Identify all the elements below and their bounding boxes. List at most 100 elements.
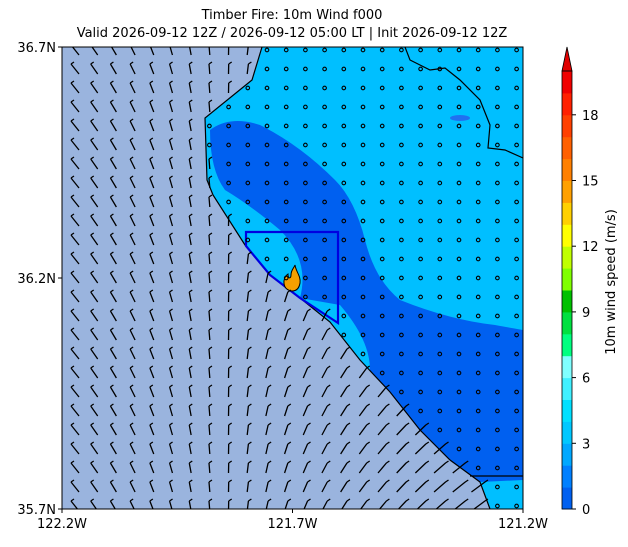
calm-marker [418, 256, 423, 262]
calm-marker [379, 275, 385, 281]
wind-barb [149, 441, 155, 455]
calm-marker [475, 199, 481, 205]
calm-marker [418, 237, 423, 243]
wind-barb [149, 99, 155, 113]
calm-marker [495, 142, 500, 148]
wind-barb [246, 327, 252, 341]
wind-barb [149, 118, 155, 132]
wind-barb [283, 422, 292, 436]
calm-marker [495, 446, 500, 452]
calm-marker [456, 256, 462, 262]
calm-marker [379, 47, 385, 53]
wind-barb [109, 251, 117, 265]
wind-barb [321, 403, 331, 417]
calm-marker [341, 104, 347, 110]
wind-barbs [70, 47, 519, 509]
calm-marker [418, 332, 423, 338]
calm-marker [418, 161, 423, 167]
calm-marker [418, 408, 423, 414]
calm-marker [245, 237, 251, 243]
wind-barb [321, 479, 331, 493]
calm-marker [514, 237, 519, 243]
wind-barb [109, 194, 117, 208]
calm-marker [341, 332, 347, 338]
calm-marker [360, 85, 366, 91]
calm-marker [264, 142, 270, 148]
colorbar: 0 3 6 9 12 15 18 [561, 46, 599, 518]
wind-barb [303, 498, 311, 509]
wind-barb [70, 422, 80, 436]
wind-barb [208, 251, 213, 265]
calm-marker [322, 66, 327, 72]
wind-barb [414, 460, 430, 474]
calm-marker [418, 370, 423, 376]
wind-barb [90, 80, 99, 94]
colorbar-segment [562, 355, 572, 379]
calm-marker [264, 256, 270, 262]
wind-barb [246, 441, 252, 455]
calm-marker [495, 256, 500, 262]
wind-barb [70, 346, 80, 360]
wind-barb [149, 47, 155, 56]
wind-barb [321, 346, 331, 360]
colorbar-tick-label: 0 [582, 503, 590, 518]
wind-barb [208, 308, 213, 322]
wind-barb [188, 441, 193, 455]
wind-barb [265, 403, 272, 417]
calm-marker [303, 161, 308, 167]
calm-marker [514, 427, 519, 433]
wind-barb [149, 270, 155, 284]
calm-marker [264, 237, 270, 243]
calm-marker [437, 237, 443, 243]
calm-marker [379, 180, 385, 186]
wind-barb [208, 403, 213, 417]
calm-marker [245, 180, 251, 186]
wind-barb [188, 213, 193, 227]
calm-marker [475, 161, 481, 167]
calm-marker [495, 85, 500, 91]
wind-barb [302, 308, 311, 322]
wind-barb [129, 327, 136, 341]
wind-barb [358, 365, 371, 379]
wind-barb [208, 460, 213, 474]
wind-barb [188, 289, 193, 303]
calm-marker [514, 275, 519, 281]
wind-barb [90, 441, 99, 455]
wind-barb [129, 156, 136, 170]
wind-barb [188, 232, 193, 246]
wind-barb [90, 61, 99, 75]
calm-marker [456, 446, 462, 452]
wind-barb [109, 422, 117, 436]
calm-marker [322, 123, 327, 129]
calm-marker [456, 294, 462, 300]
calm-marker [245, 104, 251, 110]
x-tick-label: 121.7W [267, 517, 317, 532]
calm-marker [226, 142, 231, 148]
wind-barb [70, 99, 80, 113]
colorbar-segment [562, 290, 572, 313]
calm-marker [399, 180, 404, 186]
wind-barb [321, 365, 331, 379]
calm-marker [475, 465, 481, 471]
wind-barb [109, 479, 117, 493]
wind-barb [396, 441, 410, 455]
wind-barb [397, 498, 410, 509]
calm-marker [514, 47, 519, 53]
wind-barb [149, 213, 155, 227]
calm-marker [379, 104, 385, 110]
calm-marker [303, 256, 308, 262]
wind-barb [168, 194, 174, 208]
calm-marker [399, 294, 404, 300]
wind-barb [109, 308, 117, 322]
wind-barb [149, 384, 155, 398]
calm-marker [456, 85, 462, 91]
wind-barb [109, 441, 117, 455]
calm-marker [303, 47, 308, 53]
wind-barb [70, 80, 80, 94]
calm-marker [495, 465, 500, 471]
calm-marker [514, 85, 519, 91]
calm-marker [495, 313, 500, 319]
calm-marker [418, 199, 423, 205]
wind-barb [396, 422, 410, 436]
calm-marker [341, 66, 347, 72]
